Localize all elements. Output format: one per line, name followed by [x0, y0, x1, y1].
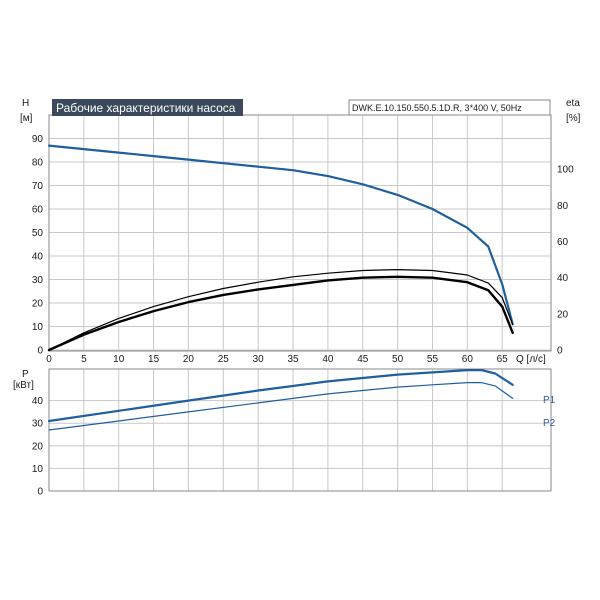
- y2-tick-label: 60: [557, 237, 569, 248]
- x-tick-label: 65: [497, 354, 509, 365]
- y2-tick-label: 0: [557, 346, 563, 357]
- y2-axis-name: eta: [566, 98, 580, 109]
- y-tick-label: 40: [32, 252, 44, 263]
- model-label: DWK.E.10.150.550.5.1D.R, 3*400 V, 50Hz: [352, 103, 522, 113]
- bottom-series-line-p1: [47, 369, 514, 423]
- p-tick-label: 30: [32, 419, 44, 430]
- top-panel-ticks: 0 5 10 15 20 25 30 35 40 45 50 55 60 65 0 10 20 30 40 50 60 7…: [32, 134, 574, 365]
- x-tick-label: 30: [253, 354, 265, 365]
- top-panel-grid: [48, 115, 551, 351]
- x-tick-label: 40: [322, 354, 334, 365]
- x-tick-label: 5: [81, 354, 87, 365]
- x-tick-label: 20: [183, 354, 195, 365]
- x-tick-label: 60: [462, 354, 474, 365]
- p-tick-label: 20: [32, 441, 44, 452]
- y-tick-label: 60: [32, 205, 44, 216]
- model-label-box: [348, 99, 551, 116]
- y-tick-label: 70: [32, 181, 44, 192]
- x-tick-label: 55: [427, 354, 439, 365]
- y-tick-label: 50: [32, 228, 44, 239]
- legend-p2: P2: [543, 418, 556, 429]
- y-tick-label: 30: [32, 275, 44, 286]
- y2-tick-label: 20: [557, 309, 569, 320]
- y-tick-label: 10: [32, 322, 44, 333]
- chart-title: Рабочие характеристики насоса: [56, 101, 236, 115]
- chart-title-box: [52, 99, 243, 116]
- bottom-panel-series: [47, 369, 514, 431]
- p-tick-label: 0: [37, 487, 43, 498]
- x-tick-label: 45: [357, 354, 369, 365]
- y2-tick-label: 40: [557, 273, 569, 284]
- bottom-panel-ticks: 0 10 20 30 40: [32, 396, 44, 497]
- x-tick-label: 25: [218, 354, 230, 365]
- top-series-line-1: [48, 269, 514, 351]
- y-tick-label: 20: [32, 299, 44, 310]
- y-tick-label: 0: [37, 346, 43, 357]
- x-tick-label: 50: [392, 354, 404, 365]
- y2-axis-unit: [%]: [566, 113, 581, 124]
- top-series-line-0: [47, 144, 514, 326]
- x-axis-label: Q [л/с]: [516, 354, 546, 365]
- p-axis-unit: [кВт]: [13, 380, 34, 391]
- top-series-line-2: [47, 275, 514, 352]
- x-tick-label: 0: [46, 354, 52, 365]
- top-panel-series: [47, 144, 514, 352]
- x-tick-label: 35: [287, 354, 299, 365]
- y-tick-label: 80: [32, 158, 44, 169]
- y-tick-label: 90: [32, 134, 44, 145]
- y-axis-name: H: [22, 98, 29, 109]
- top-panel-frame: [48, 114, 552, 352]
- x-tick-label: 10: [113, 354, 125, 365]
- p-axis-name: P: [22, 369, 29, 380]
- y2-tick-label: 80: [557, 201, 569, 212]
- p-tick-label: 10: [32, 464, 44, 475]
- legend-p1: P1: [543, 395, 556, 406]
- y2-tick-label: 100: [557, 165, 574, 176]
- y-axis-unit: [м]: [20, 113, 33, 124]
- p-tick-label: 40: [32, 396, 44, 407]
- x-tick-label: 15: [148, 354, 160, 365]
- bottom-series-line-p2: [48, 382, 514, 431]
